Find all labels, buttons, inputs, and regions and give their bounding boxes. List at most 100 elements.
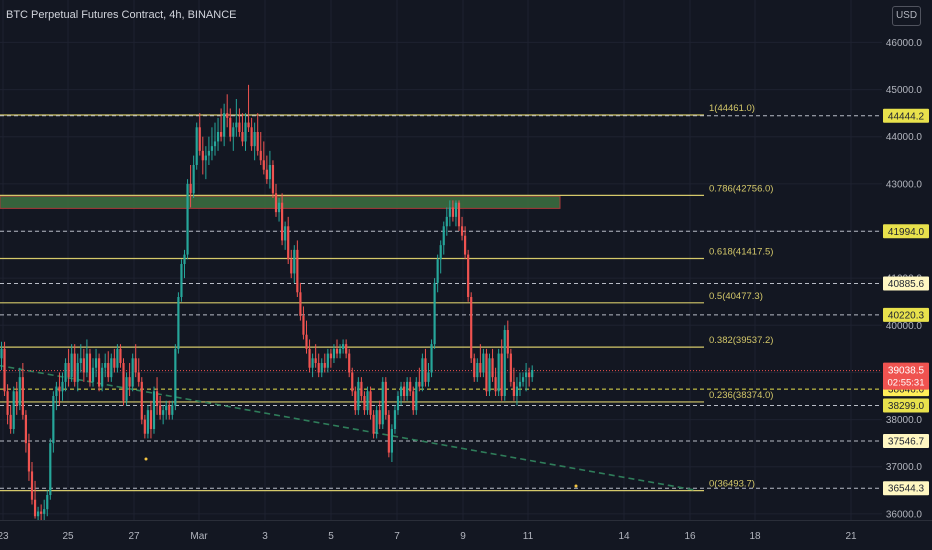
candle-down xyxy=(464,226,467,260)
candle-down xyxy=(512,367,515,401)
candle-body xyxy=(433,282,436,345)
candle-up xyxy=(445,207,448,236)
price-axis-tick-label: 43000.0 xyxy=(886,179,923,190)
candle-up xyxy=(131,353,134,392)
candle-down xyxy=(247,84,250,133)
candle-body xyxy=(412,391,415,411)
candle-down xyxy=(308,339,311,373)
candle-up xyxy=(64,358,67,392)
candle-body xyxy=(119,348,122,364)
candle-down xyxy=(241,113,244,147)
candle-up xyxy=(390,424,393,463)
candle-down xyxy=(314,344,317,368)
price-axis-tick-label: 40000.0 xyxy=(886,321,923,332)
candle-body xyxy=(82,358,85,373)
candle-body xyxy=(314,358,317,364)
candle-up xyxy=(442,221,445,255)
candle-body xyxy=(168,405,171,415)
price-tag: 36544.3 xyxy=(883,481,929,496)
candle-body xyxy=(67,363,70,378)
candle-body xyxy=(238,122,241,133)
candle-up xyxy=(46,490,49,517)
candle-body xyxy=(299,292,302,316)
candle-up xyxy=(482,348,485,378)
candle-down xyxy=(149,400,153,439)
candle-up xyxy=(381,377,384,430)
candle-down xyxy=(33,480,37,519)
candle-up xyxy=(448,200,451,227)
candle-body xyxy=(0,348,3,359)
candle-body xyxy=(235,122,238,128)
candle-down xyxy=(403,381,406,401)
candle-down xyxy=(82,348,85,382)
candle-up xyxy=(396,391,400,415)
candle-down xyxy=(299,282,302,321)
candle-body xyxy=(457,202,461,227)
price-tag-label: 36544.3 xyxy=(888,484,925,495)
candle-up xyxy=(503,325,506,401)
candle-up xyxy=(186,179,189,260)
candle-body xyxy=(387,414,390,453)
candle-down xyxy=(265,155,268,184)
candle-up xyxy=(171,400,174,420)
fib-level-label: 0(36493.7) xyxy=(709,479,755,490)
candle-body xyxy=(320,363,323,373)
candle-body xyxy=(30,471,34,500)
candle-down xyxy=(360,377,363,401)
time-axis-tick-label: 16 xyxy=(684,531,696,542)
candle-down xyxy=(113,348,116,373)
candle-body xyxy=(152,391,156,430)
candle-body xyxy=(9,414,12,430)
candle-body xyxy=(335,348,339,354)
candle-body xyxy=(177,297,180,349)
price-tag: 40220.3 xyxy=(883,307,929,322)
candle-body xyxy=(338,348,342,354)
currency-button[interactable]: USD xyxy=(892,6,921,26)
candle-body xyxy=(122,363,125,401)
candle-up xyxy=(521,372,525,387)
time-axis-tick-label: 18 xyxy=(749,531,761,542)
candle-body xyxy=(128,377,131,387)
candle-body xyxy=(223,113,226,137)
candle-body xyxy=(116,348,119,368)
candle-down xyxy=(67,348,70,387)
time-axis-tick-label: 3 xyxy=(262,531,268,542)
price-tag: 38299.0 xyxy=(883,398,929,413)
price-axis-tick-label: 45000.0 xyxy=(886,85,923,96)
current-price-tag xyxy=(883,362,929,390)
candle-body xyxy=(506,330,509,354)
candle-body xyxy=(409,381,412,392)
price-tag-label: 37546.7 xyxy=(888,436,925,447)
candle-body xyxy=(155,391,159,406)
candle-body xyxy=(445,216,448,227)
current-price-label: 39038.5 xyxy=(888,366,925,377)
candle-down xyxy=(317,353,320,378)
candle-down xyxy=(274,183,278,217)
candle-down xyxy=(250,117,253,151)
candle-down xyxy=(119,344,122,368)
candle-body xyxy=(232,127,235,137)
price-tag-label: 38299.0 xyxy=(888,401,925,412)
candle-down xyxy=(473,353,476,382)
candle-body xyxy=(162,410,165,415)
candle-down xyxy=(58,372,61,406)
candle-body xyxy=(500,353,503,397)
candle-down xyxy=(424,348,427,387)
candle-up xyxy=(223,103,226,147)
candle-body xyxy=(345,344,348,354)
candle-body xyxy=(317,363,320,373)
candle-body xyxy=(305,334,308,349)
candle-down xyxy=(159,396,162,420)
fib-level-label: 0.5(40477.3) xyxy=(709,291,763,302)
candle-body xyxy=(24,414,27,444)
candle-body xyxy=(204,155,207,161)
candle-body xyxy=(372,414,375,434)
candle-down xyxy=(140,377,143,425)
price-tag-label: 40885.6 xyxy=(888,279,925,290)
candle-body xyxy=(216,132,220,142)
candle-down xyxy=(137,358,140,387)
trend-line xyxy=(0,364,694,491)
candle-body xyxy=(326,353,329,368)
candle-up xyxy=(476,358,479,382)
